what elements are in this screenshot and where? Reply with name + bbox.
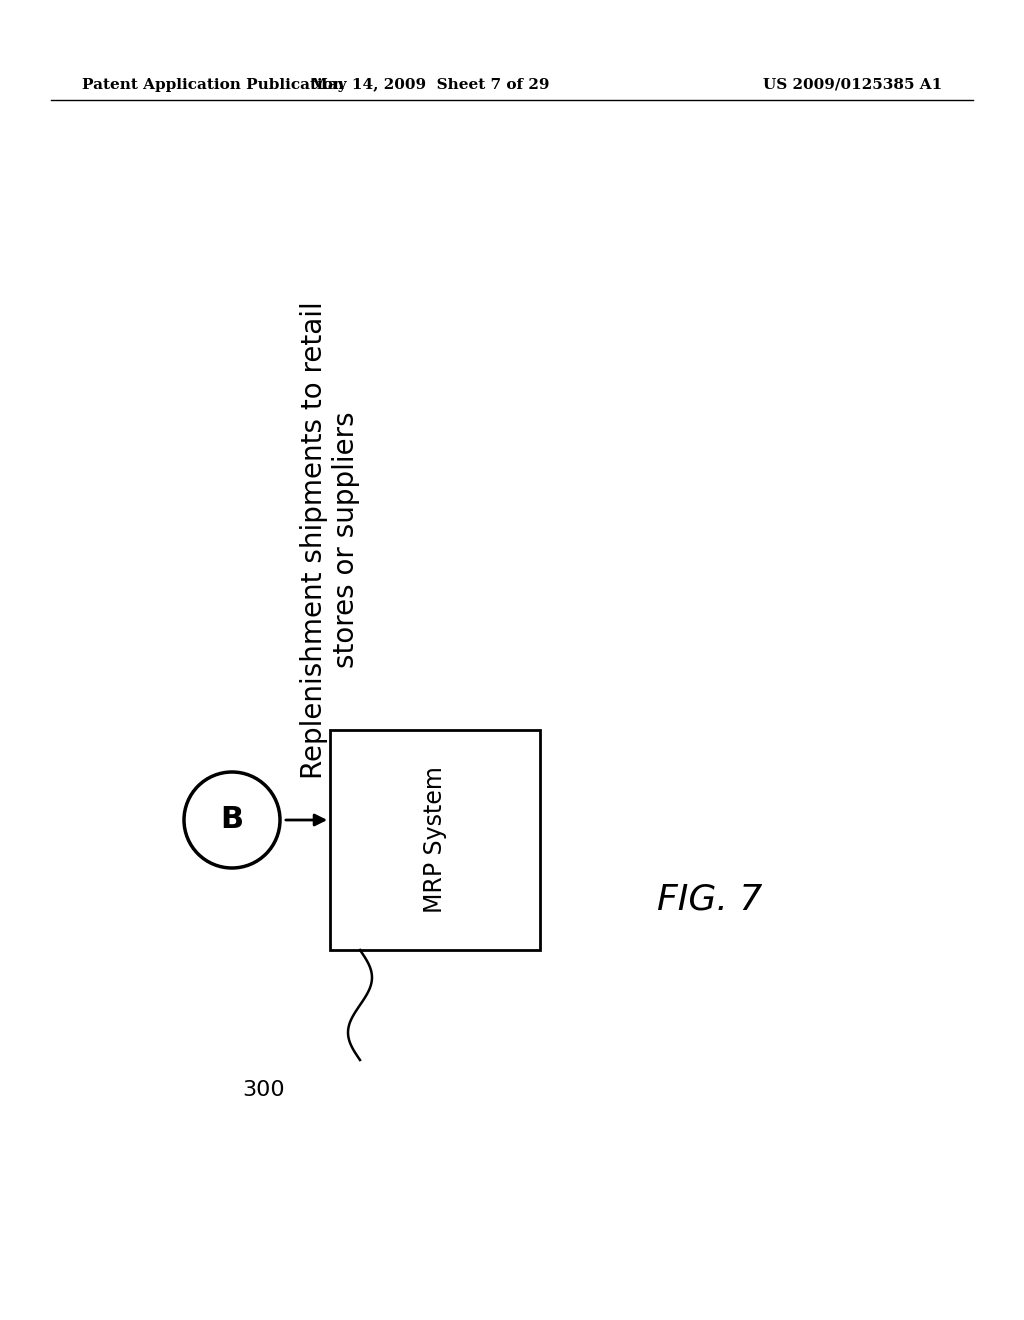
Bar [330, 730, 540, 950]
Text: Patent Application Publication: Patent Application Publication [82, 78, 344, 92]
Text: 300: 300 [243, 1080, 285, 1100]
Text: MRP System: MRP System [423, 767, 447, 913]
Text: US 2009/0125385 A1: US 2009/0125385 A1 [763, 78, 942, 92]
Text: May 14, 2009  Sheet 7 of 29: May 14, 2009 Sheet 7 of 29 [311, 78, 549, 92]
Text: B: B [220, 805, 244, 834]
Text: FIG. 7: FIG. 7 [657, 883, 763, 917]
Text: Replenishment shipments to retail
stores or suppliers: Replenishment shipments to retail stores… [300, 301, 360, 779]
